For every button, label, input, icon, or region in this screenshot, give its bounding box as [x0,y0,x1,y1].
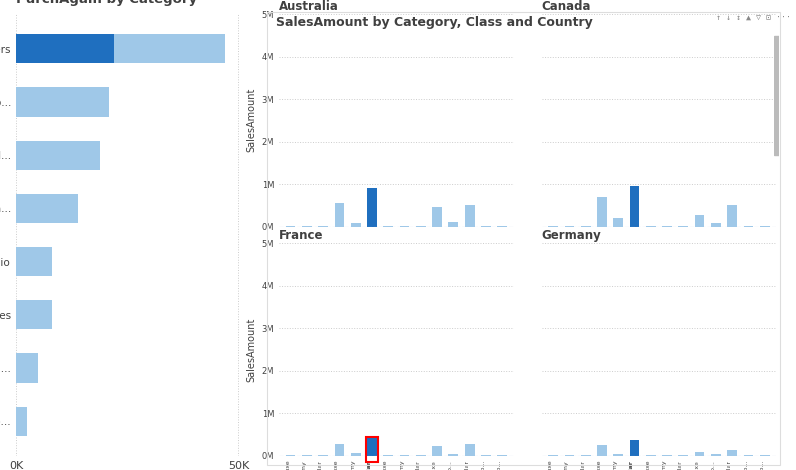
Text: SalesAmount by Category, Class and Country: SalesAmount by Category, Class and Count… [276,16,593,29]
Bar [711,223,720,227]
Bar [774,36,779,155]
Bar [286,226,295,227]
Bar [367,438,377,456]
Bar [16,407,27,436]
Text: ↑ ↓ ↕ ▲ ▽ ⊡ ···: ↑ ↓ ↕ ▲ ▽ ⊡ ··· [716,14,791,23]
Text: Germany: Germany [542,229,602,243]
Bar [448,222,458,227]
Bar [16,34,225,63]
Bar [16,353,38,383]
Bar [695,215,704,227]
Bar [16,87,109,117]
Bar [318,226,328,227]
Text: Canada: Canada [542,0,591,13]
Text: France: France [279,229,324,243]
Bar [448,454,458,456]
Bar [728,449,737,456]
Bar [334,444,345,456]
Bar [597,445,607,456]
Bar [367,188,377,227]
Bar [614,454,623,456]
Bar [16,141,100,170]
Bar [630,186,639,227]
Bar [16,34,114,63]
Bar [351,223,361,227]
Bar [711,454,720,456]
Bar [728,205,737,227]
Y-axis label: SalesAmount: SalesAmount [246,318,256,382]
Bar [432,446,442,456]
Bar [16,247,52,276]
Bar [465,444,474,456]
Y-axis label: SalesAmount: SalesAmount [246,88,256,152]
Text: Australia: Australia [279,0,339,13]
Bar [366,437,377,462]
Bar [351,454,361,456]
Bar [432,207,442,227]
Bar [695,452,704,456]
Bar [630,440,639,456]
Bar [16,194,78,223]
Text: PurchAgain by Category: PurchAgain by Category [16,0,197,6]
Bar [334,203,345,227]
Bar [16,300,52,329]
Bar [597,197,607,227]
Bar [465,205,474,227]
Bar [614,218,623,227]
